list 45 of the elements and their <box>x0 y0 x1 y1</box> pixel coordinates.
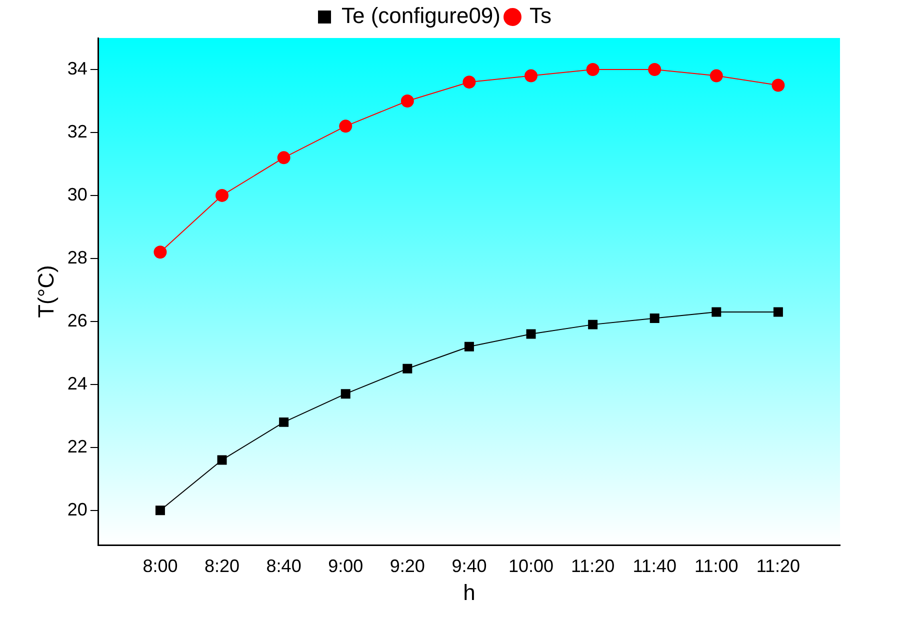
y-tick-label: 22 <box>67 436 88 456</box>
point <box>402 364 412 374</box>
legend-label: Te (configure09) <box>342 3 500 28</box>
y-tick-label: 34 <box>67 58 88 78</box>
x-tick-label: 8:20 <box>204 556 240 576</box>
y-tick-label: 28 <box>67 247 88 268</box>
point <box>462 76 476 89</box>
point <box>772 78 785 92</box>
y-tick-label: 26 <box>67 310 88 330</box>
legend-label: Ts <box>529 3 552 28</box>
x-tick-label: 11:00 <box>694 556 738 576</box>
point <box>710 69 723 82</box>
y-tick-label: 30 <box>67 184 88 204</box>
point <box>648 62 662 76</box>
point <box>279 417 289 427</box>
point <box>586 62 600 76</box>
x-tick-label: 9:20 <box>390 556 425 576</box>
y-tick-label: 20 <box>67 499 88 520</box>
y-tick-label: 32 <box>67 121 88 142</box>
y-tick-label: 24 <box>67 373 88 394</box>
point <box>277 151 290 164</box>
point <box>524 69 538 82</box>
point <box>217 455 227 465</box>
point <box>588 320 598 330</box>
x-tick-label: 9:00 <box>328 556 364 576</box>
point <box>154 246 167 259</box>
point <box>526 329 536 339</box>
x-tick-label: 11:40 <box>632 556 676 576</box>
x-tick-label: 8:00 <box>142 556 178 576</box>
x-tick-label: 10:00 <box>508 556 554 576</box>
x-tick-label: 9:40 <box>452 556 487 576</box>
point <box>216 188 229 202</box>
point <box>464 342 474 352</box>
x-tick-label: 8:40 <box>266 556 302 576</box>
point <box>650 314 660 324</box>
point <box>340 389 350 399</box>
x-axis-title: h <box>463 580 476 605</box>
x-tick-label: 11:20 <box>756 556 800 576</box>
point <box>400 94 414 108</box>
y-axis-title: T(°C) <box>33 265 58 318</box>
point <box>339 120 352 133</box>
point <box>155 506 165 516</box>
x-tick-label: 11:20 <box>570 556 615 576</box>
point <box>712 307 722 317</box>
point <box>773 307 783 317</box>
